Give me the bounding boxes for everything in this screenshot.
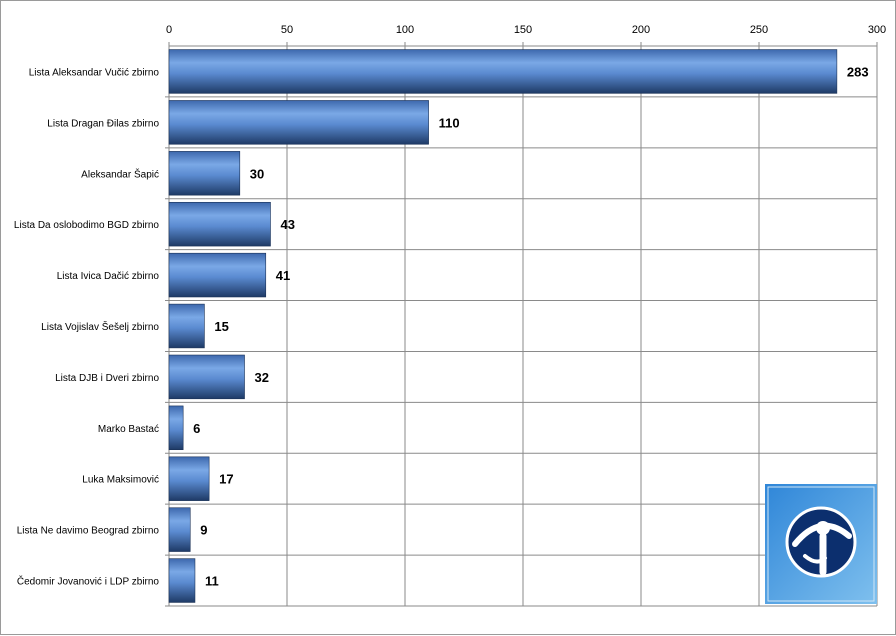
x-axis-ticks: 0 50 100 150 200 250 300 bbox=[166, 24, 886, 36]
bar bbox=[168, 201, 271, 247]
data-label: 15 bbox=[214, 319, 228, 334]
data-label: 30 bbox=[250, 166, 264, 181]
category-labels: Lista Aleksandar Vučić zbirno Lista Draga… bbox=[14, 67, 160, 587]
category-label: Lista Da oslobodimo BGD zbirno bbox=[14, 220, 160, 231]
bar bbox=[168, 303, 205, 349]
bar bbox=[168, 100, 429, 145]
x-tick-label: 150 bbox=[514, 24, 532, 36]
bars bbox=[168, 49, 838, 603]
category-label: Marko Bastać bbox=[98, 424, 159, 435]
data-label: 41 bbox=[276, 268, 290, 283]
x-tick-label: 0 bbox=[166, 24, 172, 36]
data-label: 32 bbox=[255, 370, 269, 385]
data-label: 283 bbox=[847, 64, 869, 79]
category-label: Lista Aleksandar Vučić zbirno bbox=[29, 67, 160, 78]
bar bbox=[168, 49, 838, 94]
bar bbox=[168, 405, 184, 451]
data-labels: 283 110 30 43 41 15 32 6 17 9 11 bbox=[193, 64, 868, 588]
category-label: Lista Vojislav Šešelj zbirno bbox=[41, 320, 159, 333]
category-label: Lista Dragan Đilas zbirno bbox=[47, 118, 159, 129]
x-tick-label: 50 bbox=[281, 24, 293, 36]
x-tick-label: 100 bbox=[396, 24, 414, 36]
x-tick-label: 200 bbox=[632, 24, 650, 36]
data-label: 17 bbox=[219, 472, 233, 487]
data-label: 9 bbox=[200, 523, 207, 538]
category-label: Lista Ivica Dačić zbirno bbox=[57, 271, 160, 282]
data-label: 6 bbox=[193, 421, 200, 436]
category-label: Luka Maksimović bbox=[82, 475, 159, 486]
x-tick-label: 300 bbox=[868, 24, 886, 36]
bar bbox=[168, 354, 245, 400]
bar bbox=[168, 151, 241, 196]
transparency-international-logo-icon bbox=[765, 484, 877, 604]
bar bbox=[168, 456, 210, 501]
gridlines bbox=[165, 42, 878, 607]
data-label: 110 bbox=[439, 115, 460, 130]
data-label: 11 bbox=[205, 574, 219, 589]
data-label: 43 bbox=[280, 217, 294, 232]
bar bbox=[168, 507, 191, 552]
category-label: Lista Ne davimo Beograd zbirno bbox=[17, 526, 160, 537]
category-label: Čedomir Jovanović i LDP zbirno bbox=[17, 575, 160, 588]
bar bbox=[168, 252, 267, 298]
x-tick-label: 250 bbox=[750, 24, 768, 36]
category-label: Aleksandar Šapić bbox=[81, 167, 159, 180]
category-label: Lista DJB i Dveri zbirno bbox=[55, 373, 159, 384]
bar bbox=[168, 558, 196, 603]
